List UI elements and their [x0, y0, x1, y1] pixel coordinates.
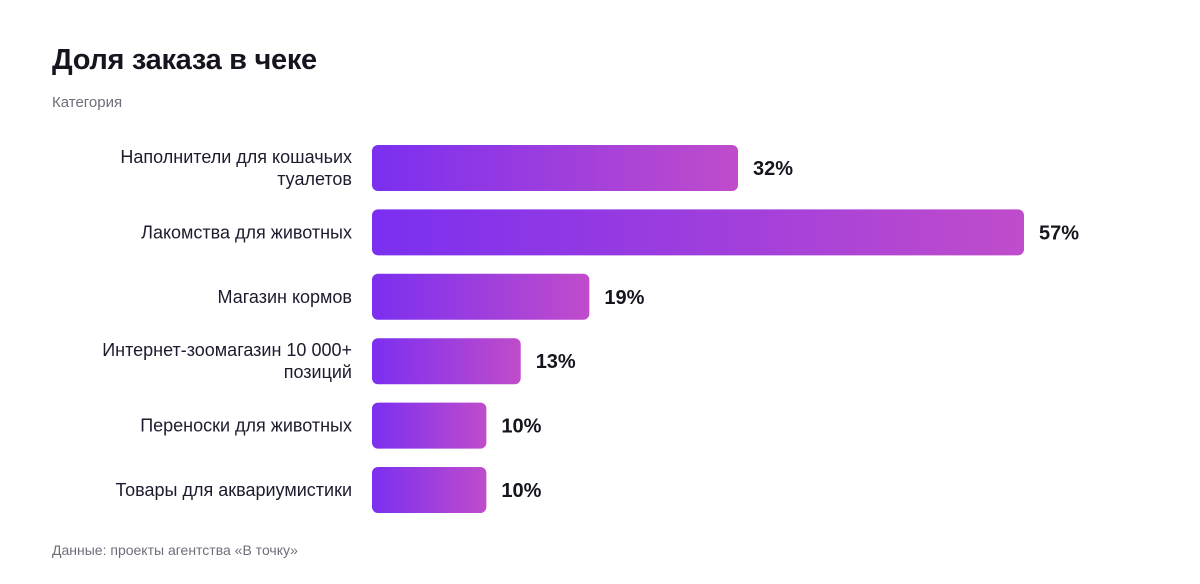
bar — [372, 273, 590, 320]
bar — [372, 467, 487, 513]
category-label: Переноски для животных — [140, 416, 352, 436]
bar-group: Интернет-зоомагазин 10 000+ позиций 13% — [102, 338, 576, 385]
data-source-note: Данные: проекты агентства «В точку» — [52, 542, 298, 558]
chart-subtitle: Категория — [52, 94, 123, 111]
value-label: 10% — [501, 480, 541, 502]
value-label: 10% — [501, 416, 541, 438]
bars-layer: Наполнители для кошачьих туалетов 32% Лаком… — [102, 145, 1079, 513]
category-label: Интернет-зоомагазин 10 000+ позиций — [102, 340, 352, 382]
bar — [372, 145, 739, 191]
bar-group: Магазин кормов 19% — [218, 273, 645, 320]
category-label: Лакомства для животных — [141, 222, 352, 242]
category-label: Наполнители для кошачьих туалетов — [120, 147, 352, 189]
value-label: 13% — [536, 351, 576, 373]
category-label: Магазин кормов — [218, 287, 352, 307]
bar — [372, 209, 1024, 256]
bar-group: Товары для аквариумистики 10% — [116, 467, 542, 513]
bar-group: Лакомства для животных 57% — [141, 209, 1079, 256]
bar-group: Переноски для животных 10% — [140, 402, 542, 449]
bar — [372, 338, 521, 385]
bar-group: Наполнители для кошачьих туалетов 32% — [120, 145, 793, 191]
value-label: 32% — [753, 158, 793, 180]
bar — [372, 402, 487, 449]
category-label: Товары для аквариумистики — [116, 480, 352, 500]
chart-title: Доля заказа в чеке — [52, 44, 317, 76]
value-label: 19% — [604, 287, 644, 309]
value-label: 57% — [1039, 222, 1079, 244]
